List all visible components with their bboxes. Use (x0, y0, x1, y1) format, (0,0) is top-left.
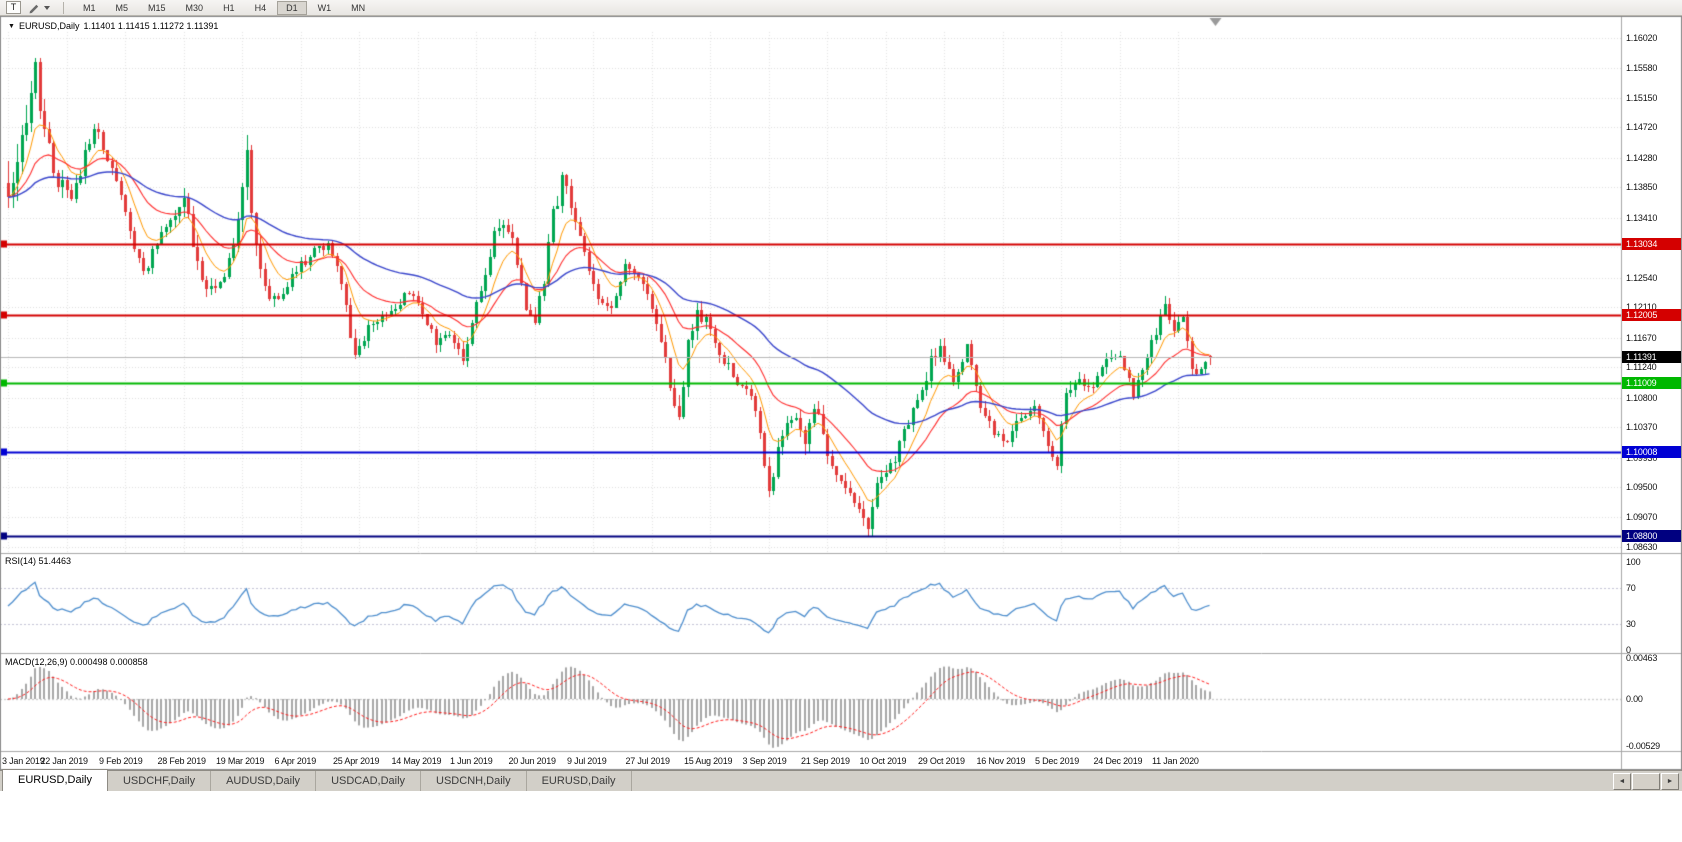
tab-scroll-left-icon[interactable]: ◄ (1613, 772, 1631, 790)
timeframe-button-d1[interactable]: D1 (277, 0, 307, 15)
top-toolbar: T M1 M5 M15 M30 H1 H4 D1 W1 MN (0, 0, 1682, 16)
tab-usdchf-daily[interactable]: USDCHF,Daily (108, 771, 212, 791)
draw-tool-button[interactable] (25, 1, 53, 14)
caret-down-icon (44, 5, 50, 10)
text-tool-button[interactable]: T (6, 1, 21, 14)
timeframe-button-h4[interactable]: H4 (254, 2, 267, 13)
timeframe-button-m30[interactable]: M30 (185, 2, 204, 13)
tab-scroll-right-icon[interactable]: ► (1661, 772, 1679, 790)
pencil-icon (29, 4, 39, 13)
tab-usdcnh-daily[interactable]: USDCNH,Daily (421, 771, 527, 791)
timeframe-button-h1[interactable]: H1 (223, 2, 235, 13)
tab-usdcad-daily[interactable]: USDCAD,Daily (316, 771, 422, 791)
tab-scroll-thumb[interactable] (1632, 772, 1660, 790)
price-chart-canvas[interactable] (0, 16, 1682, 770)
tab-scrollbar: ◄ ► (1613, 772, 1679, 790)
timeframe-buttons: M1 M5 M15 M30 H1 H4 D1 W1 MN (74, 0, 374, 15)
timeframe-button-m5[interactable]: M5 (115, 2, 129, 13)
chart-window: ▼ EURUSD,Daily 1.11401 1.11415 1.11272 1… (0, 16, 1682, 770)
chart-tab-bar: EURUSD,Daily USDCHF,Daily AUDUSD,Daily USDC… (0, 769, 1682, 791)
chart-tabs: EURUSD,Daily USDCHF,Daily AUDUSD,Daily USDC… (2, 769, 632, 791)
tab-audusd-daily[interactable]: AUDUSD,Daily (211, 771, 317, 791)
timeframe-button-m1[interactable]: M1 (83, 2, 96, 13)
timeframe-button-m15[interactable]: M15 (148, 2, 166, 13)
timeframe-button-w1[interactable]: W1 (317, 2, 332, 13)
toolbar-separator (63, 1, 64, 14)
tab-eurusd-daily[interactable]: EURUSD,Daily (2, 769, 108, 791)
window-background (0, 791, 1682, 842)
timeframe-button-mn[interactable]: MN (351, 2, 366, 13)
tab-eurusd-daily[interactable]: EURUSD,Daily (527, 771, 632, 791)
